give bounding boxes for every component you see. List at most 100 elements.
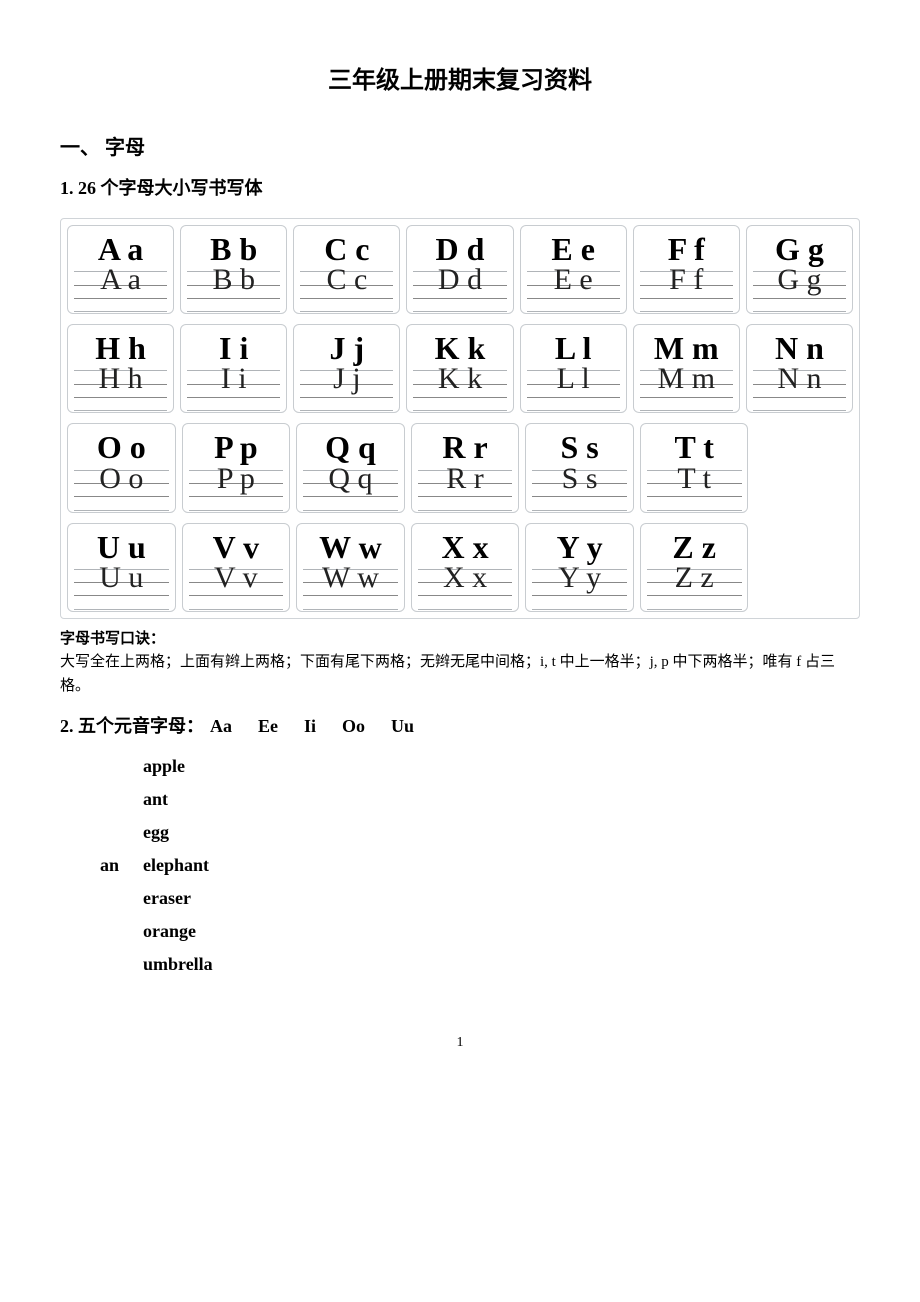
empty-cell	[754, 523, 853, 612]
letter-print: P p	[214, 430, 258, 465]
letter-print: O o	[97, 430, 146, 465]
letter-print: D d	[436, 232, 485, 267]
letter-card: E eE e	[520, 225, 627, 314]
section-heading-1: 一、 字母	[60, 131, 860, 160]
letter-card: S sS s	[525, 423, 634, 512]
letter-print: T t	[674, 430, 713, 465]
word-item: apple	[143, 756, 213, 777]
letter-print: W w	[319, 530, 382, 565]
letter-script: Z z	[645, 563, 744, 593]
page-title: 三年级上册期末复习资料	[60, 60, 860, 95]
four-line-ruling: D d	[411, 271, 508, 311]
sub-heading-1-2: 2. 五个元音字母：AaEeIiOoUu	[60, 712, 860, 738]
letter-script: I i	[185, 364, 282, 394]
letter-card: I iI i	[180, 324, 287, 413]
four-line-ruling: G g	[751, 271, 848, 311]
four-line-ruling: O o	[72, 470, 171, 510]
letter-card: V vV v	[182, 523, 291, 612]
letter-print: Y y	[557, 530, 603, 565]
four-line-ruling: V v	[187, 569, 286, 609]
alphabet-row: O oO oP pP pQ qQ qR rR rS sS sT tT t	[67, 423, 853, 512]
letter-script: X x	[416, 563, 515, 593]
letter-print: M m	[654, 331, 719, 366]
letter-print: G g	[775, 232, 824, 267]
an-block: an appleanteggelephanteraserorangeumbrel…	[100, 756, 860, 975]
letter-card: F fF f	[633, 225, 740, 314]
four-line-ruling: R r	[416, 470, 515, 510]
letter-card: O oO o	[67, 423, 176, 512]
alphabet-row: H hH hI iI iJ jJ jK kK kL lL lM mM mN nN…	[67, 324, 853, 413]
letter-print: E e	[551, 232, 595, 267]
letter-script: A a	[72, 265, 169, 295]
letter-script: D d	[411, 265, 508, 295]
letter-card: H hH h	[67, 324, 174, 413]
letter-card: N nN n	[746, 324, 853, 413]
vowels-prefix: 2. 五个元音字母：	[60, 716, 204, 736]
letter-script: L l	[525, 364, 622, 394]
word-item: eraser	[143, 888, 213, 909]
letter-script: J j	[298, 364, 395, 394]
four-line-ruling: W w	[301, 569, 400, 609]
four-line-ruling: N n	[751, 370, 848, 410]
letter-print: A a	[98, 232, 143, 267]
letter-print: B b	[210, 232, 257, 267]
four-line-ruling: M m	[638, 370, 735, 410]
mnemonic-text: 大写全在上两格；上面有辫上两格；下面有尾下两格；无辫无尾中间格；i, t 中上一…	[60, 650, 860, 698]
letter-print: J j	[330, 331, 365, 366]
letter-card: W w W w	[296, 523, 405, 612]
sub-heading-1-1: 1. 26 个字母大小写书写体	[60, 174, 860, 200]
letter-card: X xX x	[411, 523, 520, 612]
letter-script: Q q	[301, 464, 400, 494]
letter-script: P p	[187, 464, 286, 494]
four-line-ruling: T t	[645, 470, 744, 510]
letter-card: Y yY y	[525, 523, 634, 612]
four-line-ruling: Q q	[301, 470, 400, 510]
letter-script: M m	[638, 364, 735, 394]
four-line-ruling: H h	[72, 370, 169, 410]
letter-print: U u	[97, 530, 146, 565]
letter-card: D dD d	[406, 225, 513, 314]
letter-script: O o	[72, 464, 171, 494]
letter-card: R rR r	[411, 423, 520, 512]
letter-print: Z z	[672, 530, 716, 565]
four-line-ruling: J j	[298, 370, 395, 410]
four-line-ruling: B b	[185, 271, 282, 311]
word-item: elephant	[143, 855, 213, 876]
letter-card: Z zZ z	[640, 523, 749, 612]
four-line-ruling: F f	[638, 271, 735, 311]
letter-script: E e	[525, 265, 622, 295]
letter-print: H h	[95, 331, 146, 366]
four-line-ruling: A a	[72, 271, 169, 311]
four-line-ruling: Y y	[530, 569, 629, 609]
letter-card: U uU u	[67, 523, 176, 612]
page-number: 1	[60, 1035, 860, 1051]
letter-script: U u	[72, 563, 171, 593]
alphabet-row: A aA aB bB bC cC cD dD dE eE eF fF fG gG…	[67, 225, 853, 314]
letter-card: P pP p	[182, 423, 291, 512]
mnemonic-heading: 字母书写口诀：	[60, 627, 860, 648]
letter-card: Q qQ q	[296, 423, 405, 512]
four-line-ruling: E e	[525, 271, 622, 311]
alphabet-row: U uU uV vV vW wW wX xX xY yY yZ zZ z	[67, 523, 853, 612]
letter-script: N n	[751, 364, 848, 394]
letter-card: G g G g	[746, 225, 853, 314]
letter-script: S s	[530, 464, 629, 494]
letter-script: R r	[416, 464, 515, 494]
vowel-item: Oo	[342, 716, 365, 736]
vowel-item: Aa	[210, 716, 232, 736]
letter-script: Y y	[530, 563, 629, 593]
four-line-ruling: I i	[185, 370, 282, 410]
letter-card: L lL l	[520, 324, 627, 413]
word-item: ant	[143, 789, 213, 810]
letter-card: T tT t	[640, 423, 749, 512]
letter-script: H h	[72, 364, 169, 394]
vowel-item: Ee	[258, 716, 278, 736]
letter-script: F f	[638, 265, 735, 295]
letter-print: R r	[442, 430, 487, 465]
empty-cell	[754, 423, 853, 512]
letter-script: B b	[185, 265, 282, 295]
letter-script: T t	[645, 464, 744, 494]
letter-print: K k	[435, 331, 486, 366]
word-item: orange	[143, 921, 213, 942]
four-line-ruling: C c	[298, 271, 395, 311]
